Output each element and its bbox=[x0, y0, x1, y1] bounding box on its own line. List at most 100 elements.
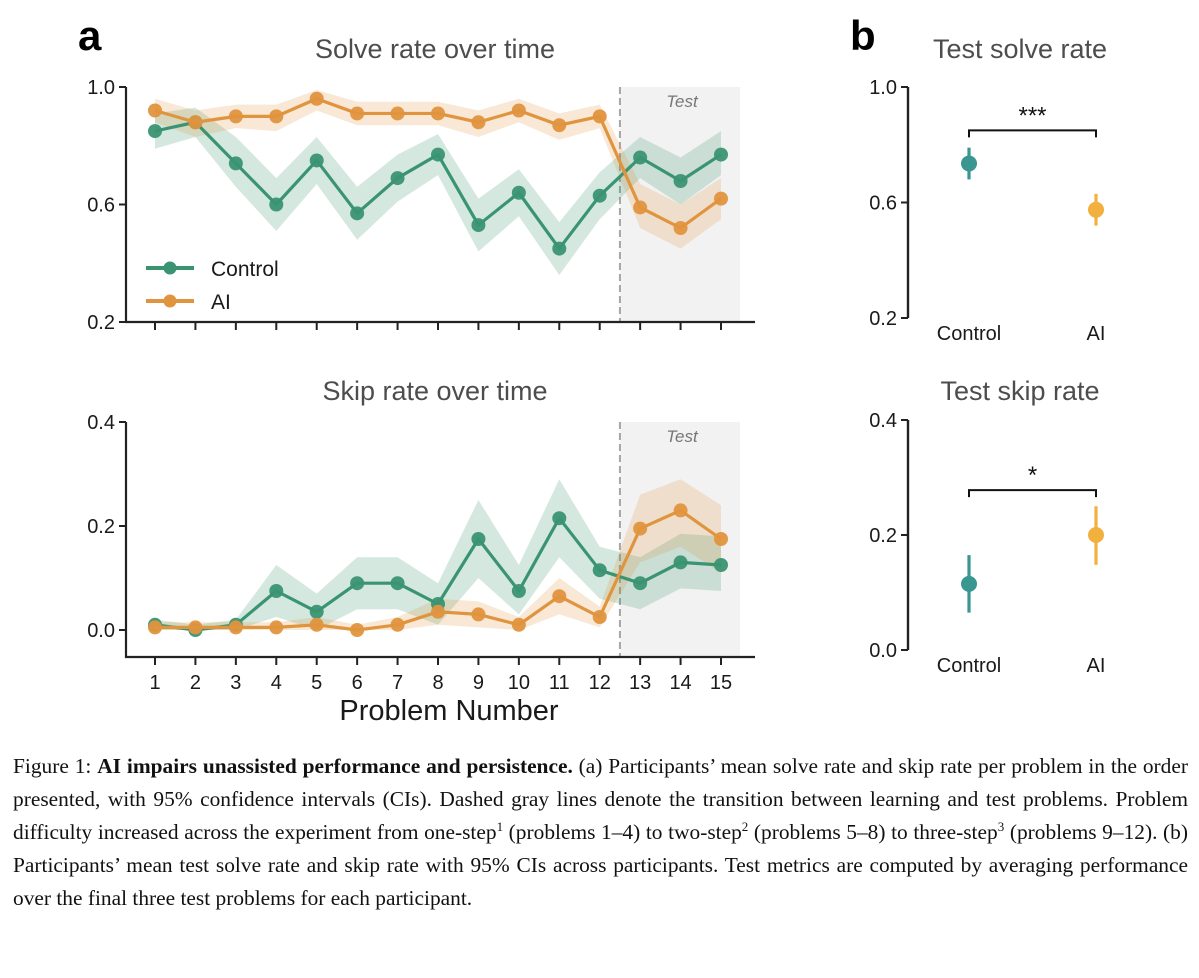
x-tick-label: 4 bbox=[271, 672, 282, 694]
data-point-ai bbox=[350, 623, 365, 637]
data-point-control bbox=[471, 218, 486, 233]
data-point-ai bbox=[350, 106, 365, 121]
data-point-control bbox=[633, 150, 648, 165]
x-category-label-ai: AI bbox=[1087, 655, 1106, 677]
x-tick-label: 6 bbox=[352, 672, 363, 694]
legend-ai-marker bbox=[163, 294, 177, 308]
x-tick-label: 8 bbox=[432, 672, 443, 694]
data-point-ai bbox=[228, 109, 243, 124]
significance-label: * bbox=[1028, 462, 1037, 489]
data-point-ai bbox=[633, 521, 648, 536]
x-tick-label: 1 bbox=[149, 672, 160, 694]
data-point-control bbox=[471, 532, 486, 546]
ci-bands bbox=[155, 479, 721, 630]
y-tick-label: 0.4 bbox=[869, 410, 897, 432]
test-region-label: Test bbox=[666, 427, 699, 446]
data-point-ai bbox=[714, 191, 728, 206]
point-estimates: * bbox=[961, 462, 1104, 613]
data-point-ai bbox=[228, 620, 243, 635]
ci-band-control bbox=[155, 107, 721, 275]
data-point-control bbox=[390, 171, 405, 186]
x-tick-label: 7 bbox=[392, 672, 403, 694]
x-tick-label: 9 bbox=[473, 672, 484, 694]
ci-bands bbox=[155, 89, 721, 275]
panel-a-letter: a bbox=[78, 12, 102, 59]
caption-label: Figure 1: bbox=[13, 754, 98, 778]
x-axis-label: Problem Number bbox=[339, 695, 559, 727]
chart-title: Solve rate over time bbox=[315, 34, 555, 64]
data-point-ai bbox=[511, 103, 526, 118]
data-point-control bbox=[309, 604, 324, 619]
data-point-control bbox=[390, 576, 405, 591]
data-point-control bbox=[350, 206, 365, 221]
data-point-control bbox=[148, 124, 162, 139]
data-point-ai bbox=[431, 604, 445, 619]
footnote-2: 2 bbox=[741, 818, 749, 834]
solve-rate-over-time-chart: Test Solve rate over time 0.2 0.6 1.0 Cont… bbox=[87, 34, 755, 334]
data-point-control bbox=[552, 511, 567, 526]
data-point-ai bbox=[552, 589, 567, 604]
y-tick-label: 0.2 bbox=[869, 525, 897, 547]
x-tick-label: 2 bbox=[190, 672, 201, 694]
ci-band-ai bbox=[155, 89, 721, 249]
y-tick-label: 0.6 bbox=[87, 195, 115, 217]
significance-label: *** bbox=[1018, 102, 1046, 129]
x-category-label-ai: AI bbox=[1087, 323, 1106, 345]
data-point-control bbox=[269, 584, 284, 598]
series-lines bbox=[148, 503, 728, 637]
data-point-control bbox=[673, 555, 688, 570]
axes: 0.0 0.2 0.4 Control AI bbox=[869, 410, 1105, 677]
data-point-control bbox=[309, 153, 324, 168]
legend-ai-label: AI bbox=[211, 291, 231, 314]
data-point-control bbox=[592, 188, 607, 203]
caption-title: AI impairs unassisted performance and pe… bbox=[97, 754, 573, 778]
data-point-ai bbox=[309, 617, 324, 632]
skip-rate-over-time-chart: Test Skip rate over time 0.00.20.41 2 3 4 5 6… bbox=[87, 376, 755, 727]
significance-bracket bbox=[968, 489, 1097, 498]
y-tick-label: 0.2 bbox=[87, 312, 115, 334]
data-point-ai bbox=[471, 607, 486, 622]
data-point-control bbox=[228, 156, 243, 171]
x-tick-label: 12 bbox=[589, 672, 611, 694]
mean-point-ai bbox=[1088, 527, 1104, 543]
test-solve-rate-chart: Test solve rate 0.2 0.6 1.0 Control AI *** bbox=[869, 34, 1107, 345]
data-point-ai bbox=[592, 109, 607, 124]
chart-title: Test solve rate bbox=[933, 34, 1107, 64]
point-estimates: *** bbox=[961, 102, 1104, 226]
axes: 0.00.20.41 2 3 4 5 6 7 8 9 10 11 12 13 14 15 bbox=[87, 412, 755, 694]
x-tick-label: 11 bbox=[549, 672, 570, 694]
mean-point-control bbox=[961, 155, 977, 172]
panel-b-letter: b bbox=[850, 12, 876, 59]
data-point-ai bbox=[511, 617, 526, 632]
y-tick-label: 0.0 bbox=[87, 620, 115, 642]
data-point-ai bbox=[592, 610, 607, 624]
chart-title: Test skip rate bbox=[940, 376, 1099, 406]
y-tick-label: 1.0 bbox=[87, 77, 115, 99]
y-tick-label: 1.0 bbox=[869, 77, 897, 99]
test-region-label: Test bbox=[666, 92, 699, 111]
data-point-control bbox=[511, 185, 526, 200]
data-point-ai bbox=[390, 106, 405, 121]
caption-text-1: (a) Participants’ mean solve rate and sk… bbox=[13, 754, 1188, 844]
x-category-label-control: Control bbox=[937, 655, 1001, 677]
footnote-3: 3 bbox=[997, 818, 1005, 834]
caption-text-2: (problems 1–4) to two-step bbox=[503, 820, 742, 844]
ci-band-control bbox=[155, 479, 721, 630]
legend-control-label: Control bbox=[211, 258, 279, 281]
legend: Control AI bbox=[146, 258, 279, 314]
data-point-control bbox=[552, 241, 567, 256]
legend-control-marker bbox=[163, 261, 177, 275]
figure-canvas: a b Test Solve rate over time 0.2 0.6 1.0 … bbox=[78, 12, 1107, 727]
data-point-control bbox=[714, 558, 728, 572]
figure-caption: Figure 1: AI impairs unassisted performa… bbox=[13, 750, 1188, 915]
x-tick-label: 5 bbox=[311, 672, 322, 694]
data-point-control bbox=[714, 147, 728, 162]
data-point-ai bbox=[714, 532, 728, 546]
series-lines bbox=[148, 91, 728, 256]
footnote-1: 1 bbox=[496, 818, 504, 834]
data-point-control bbox=[269, 197, 284, 212]
data-point-ai bbox=[431, 106, 445, 121]
x-category-label-control: Control bbox=[937, 323, 1001, 345]
data-point-control bbox=[350, 576, 365, 591]
data-point-control bbox=[592, 563, 607, 578]
